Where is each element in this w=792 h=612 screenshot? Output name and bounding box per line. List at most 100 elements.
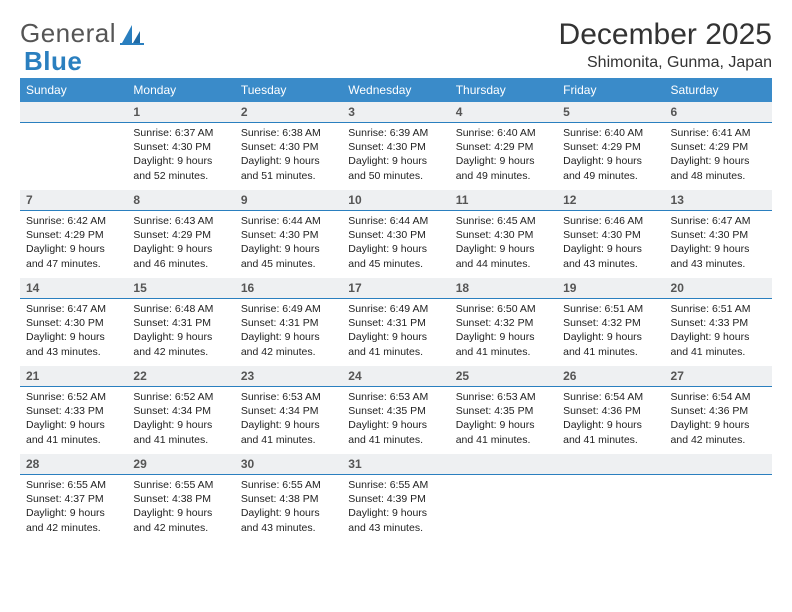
sunrise-line: Sunrise: 6:40 AM bbox=[563, 126, 658, 140]
calendar-cell: 18Sunrise: 6:50 AMSunset: 4:32 PMDayligh… bbox=[450, 278, 557, 366]
sunset-line: Sunset: 4:34 PM bbox=[133, 404, 228, 418]
sunset-line: Sunset: 4:30 PM bbox=[26, 316, 121, 330]
day-number: 4 bbox=[450, 102, 557, 123]
sunrise-line: Sunrise: 6:51 AM bbox=[563, 302, 658, 316]
calendar-cell bbox=[665, 454, 772, 542]
sunrise-line: Sunrise: 6:39 AM bbox=[348, 126, 443, 140]
sunrise-line: Sunrise: 6:49 AM bbox=[241, 302, 336, 316]
sunrise-line: Sunrise: 6:48 AM bbox=[133, 302, 228, 316]
day-details: Sunrise: 6:44 AMSunset: 4:30 PMDaylight:… bbox=[342, 211, 449, 275]
weekday-header: Sunday bbox=[20, 78, 127, 102]
calendar-cell: 9Sunrise: 6:44 AMSunset: 4:30 PMDaylight… bbox=[235, 190, 342, 278]
day-number: 23 bbox=[235, 366, 342, 387]
calendar-row: 7Sunrise: 6:42 AMSunset: 4:29 PMDaylight… bbox=[20, 190, 772, 278]
calendar-cell: 10Sunrise: 6:44 AMSunset: 4:30 PMDayligh… bbox=[342, 190, 449, 278]
calendar-table: SundayMondayTuesdayWednesdayThursdayFrid… bbox=[20, 78, 772, 542]
day-details: Sunrise: 6:45 AMSunset: 4:30 PMDaylight:… bbox=[450, 211, 557, 275]
daylight-line: Daylight: 9 hours and 43 minutes. bbox=[671, 242, 766, 270]
day-number bbox=[450, 454, 557, 475]
day-number: 14 bbox=[20, 278, 127, 299]
day-details: Sunrise: 6:49 AMSunset: 4:31 PMDaylight:… bbox=[235, 299, 342, 363]
location-subtitle: Shimonita, Gunma, Japan bbox=[559, 54, 772, 72]
calendar-cell: 8Sunrise: 6:43 AMSunset: 4:29 PMDaylight… bbox=[127, 190, 234, 278]
sunset-line: Sunset: 4:33 PM bbox=[671, 316, 766, 330]
day-number: 2 bbox=[235, 102, 342, 123]
daylight-line: Daylight: 9 hours and 49 minutes. bbox=[563, 154, 658, 182]
sunset-line: Sunset: 4:32 PM bbox=[456, 316, 551, 330]
calendar-cell: 12Sunrise: 6:46 AMSunset: 4:30 PMDayligh… bbox=[557, 190, 664, 278]
sunset-line: Sunset: 4:30 PM bbox=[241, 140, 336, 154]
sunset-line: Sunset: 4:29 PM bbox=[456, 140, 551, 154]
daylight-line: Daylight: 9 hours and 43 minutes. bbox=[348, 506, 443, 534]
daylight-line: Daylight: 9 hours and 43 minutes. bbox=[563, 242, 658, 270]
day-details: Sunrise: 6:53 AMSunset: 4:35 PMDaylight:… bbox=[450, 387, 557, 451]
sunrise-line: Sunrise: 6:44 AM bbox=[348, 214, 443, 228]
calendar-cell: 17Sunrise: 6:49 AMSunset: 4:31 PMDayligh… bbox=[342, 278, 449, 366]
sunrise-line: Sunrise: 6:55 AM bbox=[26, 478, 121, 492]
day-details: Sunrise: 6:48 AMSunset: 4:31 PMDaylight:… bbox=[127, 299, 234, 363]
sunset-line: Sunset: 4:30 PM bbox=[133, 140, 228, 154]
calendar-cell: 2Sunrise: 6:38 AMSunset: 4:30 PMDaylight… bbox=[235, 102, 342, 190]
sunset-line: Sunset: 4:30 PM bbox=[348, 140, 443, 154]
calendar-cell: 16Sunrise: 6:49 AMSunset: 4:31 PMDayligh… bbox=[235, 278, 342, 366]
daylight-line: Daylight: 9 hours and 45 minutes. bbox=[348, 242, 443, 270]
daylight-line: Daylight: 9 hours and 50 minutes. bbox=[348, 154, 443, 182]
day-number: 11 bbox=[450, 190, 557, 211]
calendar-row: 28Sunrise: 6:55 AMSunset: 4:37 PMDayligh… bbox=[20, 454, 772, 542]
logo-text-blue-wrap: Blue bbox=[24, 46, 82, 77]
sunset-line: Sunset: 4:35 PM bbox=[348, 404, 443, 418]
day-number: 1 bbox=[127, 102, 234, 123]
calendar-cell: 24 Sunrise: 6:53 AMSunset: 4:35 PMDayligh… bbox=[342, 366, 449, 454]
calendar-cell: 20Sunrise: 6:51 AMSunset: 4:33 PMDayligh… bbox=[665, 278, 772, 366]
calendar-page: General December 2025 Shimonita, Gunma, … bbox=[0, 0, 792, 612]
sunset-line: Sunset: 4:30 PM bbox=[456, 228, 551, 242]
day-number: 24 bbox=[342, 366, 449, 387]
sunset-line: Sunset: 4:30 PM bbox=[563, 228, 658, 242]
calendar-cell bbox=[450, 454, 557, 542]
sunrise-line: Sunrise: 6:53 AM bbox=[241, 390, 336, 404]
sunset-line: Sunset: 4:39 PM bbox=[348, 492, 443, 506]
calendar-cell: 1Sunrise: 6:37 AMSunset: 4:30 PMDaylight… bbox=[127, 102, 234, 190]
sunrise-line: Sunrise: 6:47 AM bbox=[671, 214, 766, 228]
sunset-line: Sunset: 4:38 PM bbox=[133, 492, 228, 506]
calendar-cell bbox=[557, 454, 664, 542]
daylight-line: Daylight: 9 hours and 41 minutes. bbox=[133, 418, 228, 446]
day-number: 10 bbox=[342, 190, 449, 211]
day-number: 18 bbox=[450, 278, 557, 299]
daylight-line: Daylight: 9 hours and 48 minutes. bbox=[671, 154, 766, 182]
day-details: Sunrise: 6:52 AMSunset: 4:34 PMDaylight:… bbox=[127, 387, 234, 451]
day-details: Sunrise: 6:47 AMSunset: 4:30 PMDaylight:… bbox=[20, 299, 127, 363]
daylight-line: Daylight: 9 hours and 41 minutes. bbox=[348, 330, 443, 358]
daylight-line: Daylight: 9 hours and 41 minutes. bbox=[241, 418, 336, 446]
day-details: Sunrise: 6:52 AMSunset: 4:33 PMDaylight:… bbox=[20, 387, 127, 451]
calendar-cell: 25Sunrise: 6:53 AMSunset: 4:35 PMDayligh… bbox=[450, 366, 557, 454]
daylight-line: Daylight: 9 hours and 47 minutes. bbox=[26, 242, 121, 270]
sunrise-line: Sunrise: 6:53 AM bbox=[348, 390, 443, 404]
day-number bbox=[20, 102, 127, 123]
day-number: 30 bbox=[235, 454, 342, 475]
calendar-cell: 28Sunrise: 6:55 AMSunset: 4:37 PMDayligh… bbox=[20, 454, 127, 542]
sunset-line: Sunset: 4:31 PM bbox=[348, 316, 443, 330]
day-number: 13 bbox=[665, 190, 772, 211]
day-details: Sunrise: 6:46 AMSunset: 4:30 PMDaylight:… bbox=[557, 211, 664, 275]
daylight-line: Daylight: 9 hours and 41 minutes. bbox=[26, 418, 121, 446]
calendar-cell: 14Sunrise: 6:47 AMSunset: 4:30 PMDayligh… bbox=[20, 278, 127, 366]
sunset-line: Sunset: 4:31 PM bbox=[241, 316, 336, 330]
day-details: Sunrise: 6:40 AMSunset: 4:29 PMDaylight:… bbox=[450, 123, 557, 187]
day-number: 26 bbox=[557, 366, 664, 387]
day-number: 27 bbox=[665, 366, 772, 387]
sunrise-line: Sunrise: 6:55 AM bbox=[133, 478, 228, 492]
calendar-cell: 21Sunrise: 6:52 AMSunset: 4:33 PMDayligh… bbox=[20, 366, 127, 454]
sunrise-line: Sunrise: 6:55 AM bbox=[241, 478, 336, 492]
day-details: Sunrise: 6:51 AMSunset: 4:33 PMDaylight:… bbox=[665, 299, 772, 363]
sunrise-line: Sunrise: 6:42 AM bbox=[26, 214, 121, 228]
sunset-line: Sunset: 4:31 PM bbox=[133, 316, 228, 330]
day-details: Sunrise: 6:55 AMSunset: 4:38 PMDaylight:… bbox=[235, 475, 342, 539]
daylight-line: Daylight: 9 hours and 43 minutes. bbox=[241, 506, 336, 534]
day-number: 3 bbox=[342, 102, 449, 123]
daylight-line: Daylight: 9 hours and 41 minutes. bbox=[348, 418, 443, 446]
day-details: Sunrise: 6:55 AMSunset: 4:39 PMDaylight:… bbox=[342, 475, 449, 539]
sunrise-line: Sunrise: 6:51 AM bbox=[671, 302, 766, 316]
day-details: Sunrise: 6:44 AMSunset: 4:30 PMDaylight:… bbox=[235, 211, 342, 275]
month-title: December 2025 bbox=[559, 18, 772, 52]
